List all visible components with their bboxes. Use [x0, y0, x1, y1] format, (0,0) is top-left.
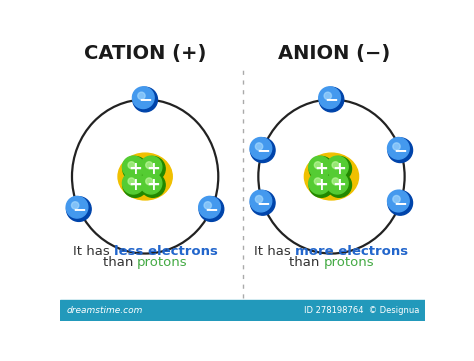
Circle shape [146, 178, 153, 185]
Circle shape [388, 138, 409, 159]
Text: more electrons: more electrons [295, 245, 409, 258]
Circle shape [122, 172, 144, 194]
Text: −: − [325, 91, 338, 109]
Text: −: − [256, 141, 270, 159]
Text: −: − [393, 141, 407, 159]
Circle shape [132, 87, 154, 109]
Text: −: − [393, 194, 407, 212]
Circle shape [327, 156, 348, 178]
Circle shape [388, 190, 409, 212]
Circle shape [199, 197, 224, 221]
Circle shape [327, 172, 348, 194]
Text: +: + [315, 160, 328, 178]
Circle shape [72, 202, 79, 209]
Circle shape [327, 157, 352, 181]
Circle shape [250, 190, 272, 212]
Circle shape [123, 157, 147, 181]
Text: It has: It has [73, 245, 114, 258]
Circle shape [388, 138, 412, 162]
Text: +: + [146, 160, 160, 178]
Text: −: − [204, 200, 219, 218]
Bar [61, 300, 425, 321]
Text: −: − [72, 200, 86, 218]
Circle shape [128, 162, 135, 169]
Text: CATION (+): CATION (+) [84, 44, 206, 63]
Ellipse shape [118, 153, 172, 200]
Circle shape [66, 197, 91, 221]
Text: ANION (−): ANION (−) [278, 44, 390, 63]
Text: +: + [332, 160, 346, 178]
Text: −: − [256, 194, 270, 212]
Text: ID 278198764  © Designua: ID 278198764 © Designua [304, 306, 419, 315]
Circle shape [204, 202, 211, 209]
Circle shape [146, 162, 153, 169]
Circle shape [314, 178, 321, 185]
Ellipse shape [304, 153, 358, 200]
Circle shape [140, 172, 162, 194]
Circle shape [128, 178, 135, 185]
Text: than: than [102, 256, 137, 269]
Circle shape [319, 87, 344, 112]
Circle shape [393, 195, 400, 203]
Circle shape [123, 173, 147, 197]
Text: than: than [289, 256, 323, 269]
Text: +: + [315, 176, 328, 194]
Circle shape [250, 138, 272, 159]
Circle shape [250, 138, 275, 162]
Circle shape [393, 143, 400, 150]
Circle shape [309, 172, 330, 194]
Circle shape [314, 162, 321, 169]
Circle shape [199, 196, 220, 218]
Circle shape [255, 143, 263, 150]
Circle shape [309, 157, 334, 181]
Circle shape [255, 195, 263, 203]
Circle shape [309, 173, 334, 197]
Circle shape [138, 92, 145, 100]
Circle shape [332, 162, 339, 169]
Text: protons: protons [323, 256, 374, 269]
Circle shape [133, 87, 157, 112]
Circle shape [122, 156, 144, 178]
Circle shape [332, 178, 339, 185]
Circle shape [140, 173, 165, 197]
Text: +: + [128, 160, 142, 178]
Circle shape [140, 156, 162, 178]
Text: less electrons: less electrons [114, 245, 218, 258]
Circle shape [388, 191, 412, 215]
Text: dreamstime.com: dreamstime.com [66, 306, 143, 315]
Text: +: + [146, 176, 160, 194]
Circle shape [319, 87, 340, 109]
Text: −: − [138, 91, 152, 109]
Circle shape [140, 157, 165, 181]
Circle shape [66, 196, 88, 218]
Circle shape [309, 156, 330, 178]
Text: +: + [332, 176, 346, 194]
Text: +: + [128, 176, 142, 194]
Text: It has: It has [255, 245, 295, 258]
Text: protons: protons [137, 256, 188, 269]
Circle shape [327, 173, 352, 197]
Circle shape [250, 191, 275, 215]
Circle shape [324, 92, 331, 100]
